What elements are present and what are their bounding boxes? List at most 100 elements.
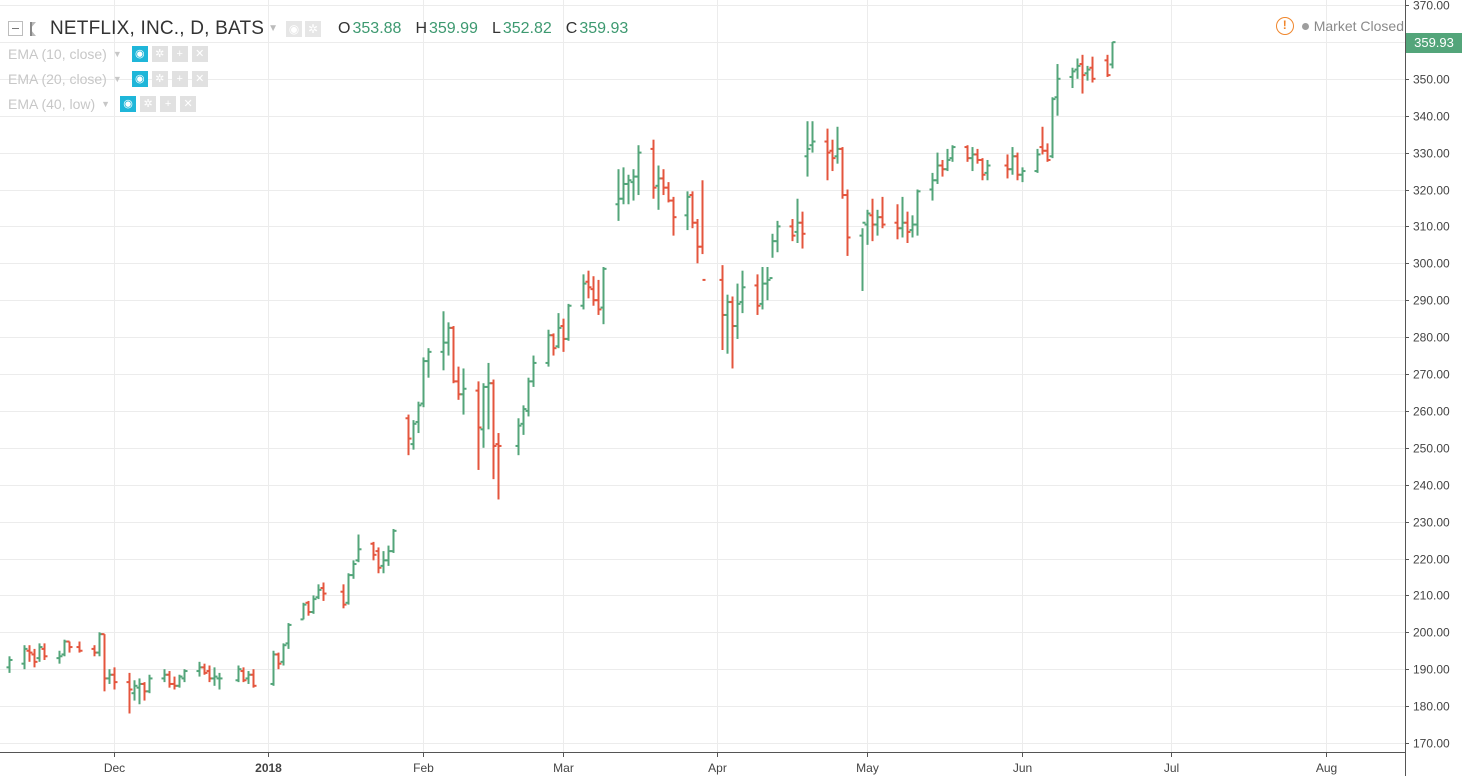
y-tick-label: 290.00 xyxy=(1413,294,1450,308)
x-tick-label: May xyxy=(856,761,879,775)
ohlc-bar xyxy=(480,383,487,448)
ohlc-bar xyxy=(176,674,183,688)
y-tick-label: 330.00 xyxy=(1413,147,1450,161)
study-label[interactable]: EMA (20, close) xyxy=(8,70,107,87)
ohlc-bar xyxy=(904,211,911,244)
ohlc-bar xyxy=(111,667,118,690)
ohlc-bar xyxy=(1034,148,1041,173)
ohlc-bar xyxy=(235,665,242,683)
ohlc-bar xyxy=(31,648,38,668)
ohlc-bar xyxy=(555,313,562,349)
ohlc-bar xyxy=(595,279,602,315)
ohlc-open-value: 353.88 xyxy=(352,19,402,37)
y-tick-label: 310.00 xyxy=(1413,220,1450,234)
ohlc-bar xyxy=(1069,67,1076,89)
ohlc-bar xyxy=(1074,58,1081,79)
gear-icon[interactable]: ✲ xyxy=(151,70,168,87)
y-tick-label: 180.00 xyxy=(1413,700,1450,714)
chevron-down-icon[interactable]: ▼ xyxy=(101,98,111,109)
ohlc-bar xyxy=(270,650,277,686)
ohlc-bar xyxy=(181,669,188,683)
y-tick-label: 190.00 xyxy=(1413,663,1450,677)
study-label[interactable]: EMA (40, low) xyxy=(8,95,96,112)
ohlc-bar xyxy=(340,584,347,609)
chart-legend: NETFLIX, INC., D, BATS ▼ ◉ ✲ O 353.88 H 35… xyxy=(8,16,628,116)
ohlc-bar xyxy=(76,641,83,653)
ohlc-bar xyxy=(650,139,657,199)
eye-icon[interactable]: ◉ xyxy=(131,45,148,62)
ohlc-bar xyxy=(864,209,871,245)
price-axis[interactable]: 170.00 180.00 190.00 200.00 210.00 220.00 230.… xyxy=(1405,0,1450,751)
ohlc-bar xyxy=(96,632,103,657)
gear-icon[interactable]: ✲ xyxy=(140,95,157,112)
ohlc-bar xyxy=(475,381,482,470)
ohlc-bar xyxy=(869,198,876,242)
plus-icon[interactable]: + xyxy=(171,70,188,87)
ohlc-bar xyxy=(21,645,28,670)
ohlc-bar xyxy=(245,671,252,684)
ohlc-bar xyxy=(1014,152,1021,181)
ohlc-bar xyxy=(201,663,208,675)
study-label[interactable]: EMA (10, close) xyxy=(8,45,107,62)
ohlc-bar xyxy=(809,121,816,153)
ohlc-low-key: L xyxy=(491,19,501,37)
ohlc-bar xyxy=(615,169,622,221)
ohlc-bar xyxy=(899,196,906,238)
eye-icon[interactable]: ◉ xyxy=(120,95,137,112)
ohlc-bar xyxy=(275,652,282,670)
gear-icon[interactable]: ✲ xyxy=(151,45,168,62)
flag-icon[interactable] xyxy=(30,21,44,36)
gear-icon[interactable]: ✲ xyxy=(305,20,322,37)
symbol-title[interactable]: NETFLIX, INC., D, BATS xyxy=(50,17,265,39)
ohlc-bar xyxy=(131,680,138,701)
chevron-down-icon[interactable]: ▼ xyxy=(268,23,279,34)
ohlc-bar xyxy=(620,167,627,205)
eye-icon[interactable]: ◉ xyxy=(131,70,148,87)
eye-icon[interactable]: ◉ xyxy=(286,20,303,37)
ohlc-bar xyxy=(26,645,33,662)
x-tick-label: 2018 xyxy=(255,761,282,775)
warning-icon[interactable]: ! xyxy=(1275,17,1294,35)
ohlc-bar xyxy=(171,676,178,690)
ohlc-bar xyxy=(495,433,502,500)
ohlc-bar xyxy=(375,547,382,574)
ohlc-bar xyxy=(665,182,672,203)
close-icon[interactable]: ✕ xyxy=(180,95,197,112)
time-axis[interactable]: Dec 2018 Feb Mar Apr May Jun Jul Aug xyxy=(104,752,1337,775)
chevron-down-icon[interactable]: ▼ xyxy=(112,73,122,84)
x-tick-label: Feb xyxy=(413,761,434,775)
close-icon[interactable]: ✕ xyxy=(191,70,208,87)
collapse-icon[interactable] xyxy=(8,21,23,36)
chart-grid xyxy=(0,0,1405,752)
plus-icon[interactable]: + xyxy=(160,95,177,112)
ohlc-bar xyxy=(630,169,637,201)
ohlc-bar xyxy=(789,219,796,242)
close-icon[interactable]: ✕ xyxy=(191,45,208,62)
ohlc-bar xyxy=(355,534,362,563)
chevron-down-icon[interactable]: ▼ xyxy=(112,48,122,59)
ohlc-bar xyxy=(844,189,851,256)
ohlc-bar xyxy=(56,650,63,664)
ohlc-bar xyxy=(824,128,831,181)
ohlc-bar xyxy=(764,266,771,301)
ohlc-bar xyxy=(425,348,432,378)
ohlc-bar xyxy=(684,191,691,231)
x-tick-label: Jun xyxy=(1013,761,1032,775)
y-tick-label: 340.00 xyxy=(1413,110,1450,124)
ohlc-bar xyxy=(166,671,173,688)
ohlc-bar xyxy=(739,270,746,314)
x-tick-label: Apr xyxy=(708,761,727,775)
ohlc-bar xyxy=(305,600,312,616)
ohlc-bar xyxy=(490,379,497,480)
ohlc-bar xyxy=(520,405,527,435)
plus-icon[interactable]: + xyxy=(171,45,188,62)
ohlc-high-key: H xyxy=(415,19,427,37)
ohlc-bar xyxy=(1084,65,1091,81)
ohlc-bar xyxy=(580,274,587,310)
ohlc-bar xyxy=(300,602,307,621)
market-status-text: Market Closed xyxy=(1313,18,1404,34)
ohlc-bar xyxy=(979,158,986,181)
study-row: EMA (10, close) ▼ ◉ ✲ + ✕ xyxy=(8,41,628,66)
ohlc-bar xyxy=(600,266,607,325)
